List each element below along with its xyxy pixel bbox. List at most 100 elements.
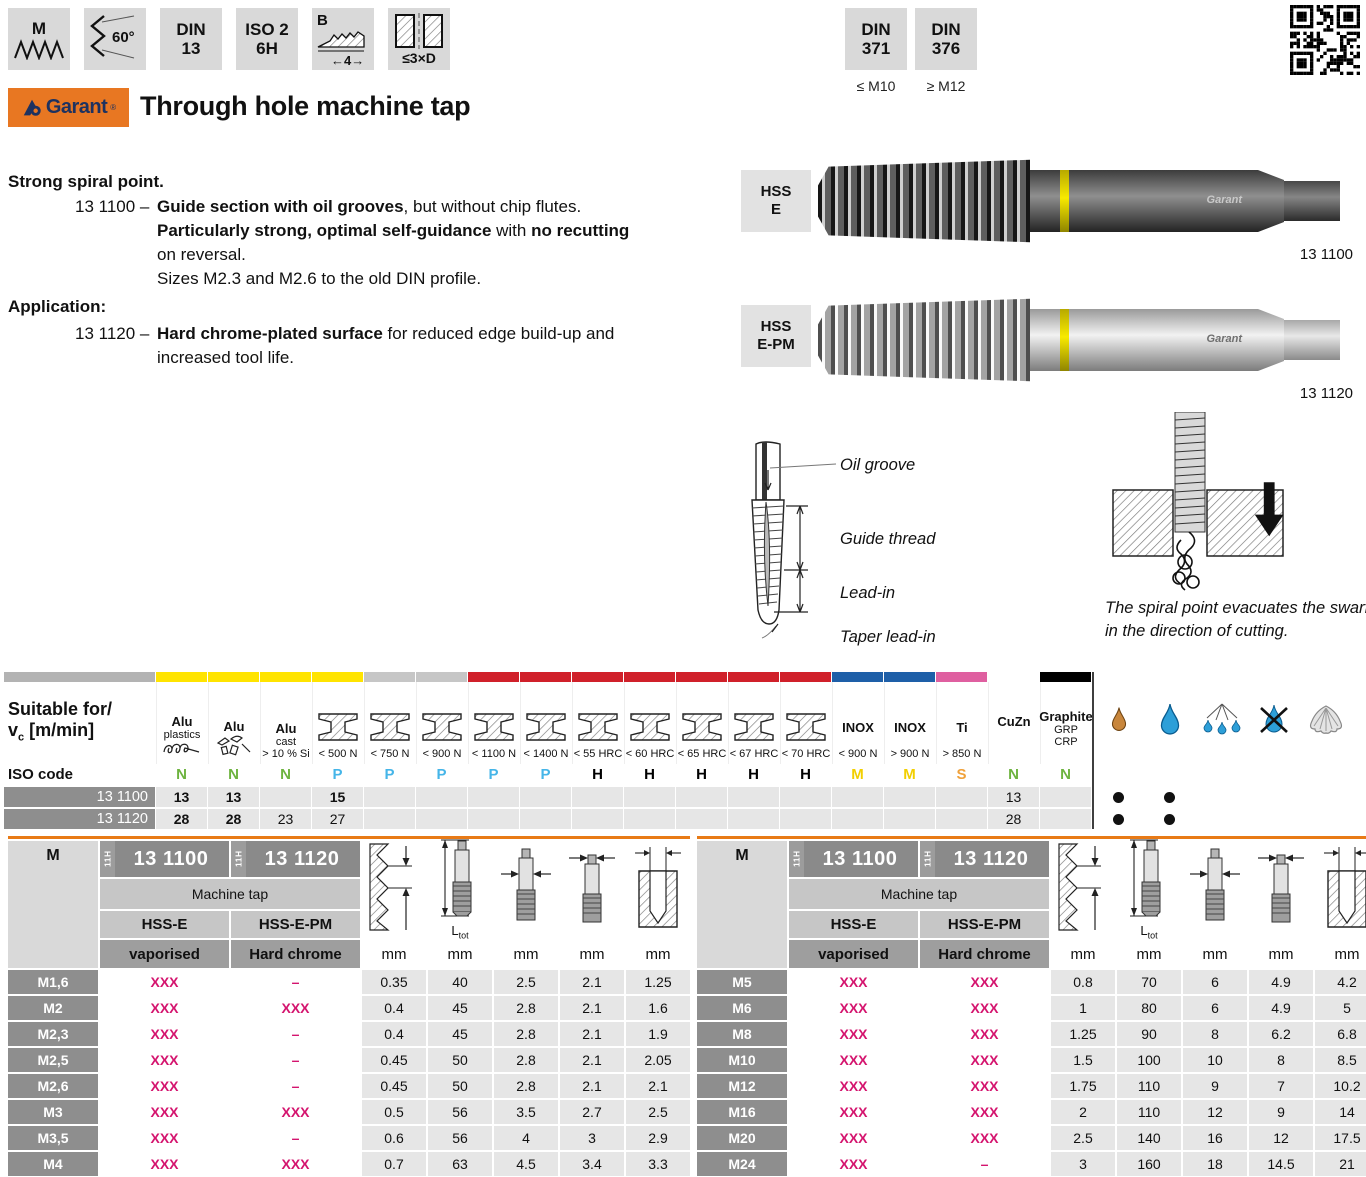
application-line-2: increased tool life.	[157, 348, 295, 367]
coolant-13-1100	[1196, 787, 1247, 807]
dimension-value: 2.8	[494, 1048, 558, 1072]
label-oil-groove: Oil groove	[840, 456, 915, 474]
steel-ibeam-icon	[628, 711, 672, 748]
dimension-value: 3	[560, 1126, 624, 1150]
material-column-cuzn-16: CuZn N 13 28	[988, 672, 1039, 829]
availability-13-1120: XXX	[920, 1074, 1049, 1098]
size-label-M16: M16	[697, 1100, 787, 1124]
dimension-value: 110	[1117, 1074, 1181, 1098]
vc-value-13-1100: 13	[208, 787, 259, 807]
coolant-header	[1248, 682, 1299, 764]
dimension-value: 56	[428, 1100, 492, 1124]
coolant-13-1120	[1094, 809, 1143, 829]
chamfer-length-label: ←4→	[331, 53, 364, 67]
iso-code-value: N	[260, 764, 311, 785]
material-group-strip	[156, 672, 207, 682]
vc-value-13-1120	[624, 809, 675, 829]
shank-brand-mark: Garant	[1206, 193, 1242, 206]
material-header: < 67 HRC	[728, 682, 779, 764]
material-strength-label: > 900 N	[890, 748, 930, 760]
size-label-M2,6: M2,6	[8, 1074, 98, 1098]
material-group-strip	[832, 672, 883, 682]
no-coolant-icon	[1259, 703, 1289, 740]
availability-13-1120: –	[231, 970, 360, 994]
dimension-value: 6.8	[1315, 1022, 1366, 1046]
unit-mm: mm	[1117, 940, 1181, 968]
iso-code-value: P	[416, 764, 467, 785]
availability-13-1120: –	[231, 1022, 360, 1046]
shank-icon	[1188, 847, 1242, 932]
grade-hss-e: HSS-E	[789, 911, 918, 938]
availability-13-1100: XXX	[100, 1048, 229, 1072]
steel-ibeam-icon	[318, 713, 358, 741]
material-label: Graphite	[1039, 709, 1093, 724]
surface-vaporised: vaporised	[100, 940, 229, 968]
material-column-steel-5: < 900 N P	[416, 672, 467, 829]
vc-value-13-1120: 23	[260, 809, 311, 829]
coolant-iso-spacer	[1094, 764, 1143, 785]
chips-icon	[216, 735, 251, 756]
dimension-value: 2.5	[1051, 1126, 1115, 1150]
vc-value-13-1100	[520, 787, 571, 807]
product-photo-13-1120: Garant	[818, 297, 1353, 383]
steel-ibeam-icon	[474, 713, 514, 741]
material-header: < 70 HRC	[780, 682, 831, 764]
coolant-13-1120	[1300, 809, 1351, 829]
dimension-value: 7	[1249, 1074, 1313, 1098]
material-header: < 65 HRC	[676, 682, 727, 764]
material-column-steel-3: < 500 N P 15 27	[312, 672, 363, 829]
vc-value-13-1100	[884, 787, 935, 807]
availability-13-1100: XXX	[789, 970, 918, 994]
material-label: < 60 HRC	[625, 748, 675, 760]
coolant-header	[1196, 682, 1247, 764]
tap-square-end	[1284, 181, 1340, 221]
material-group-strip	[416, 672, 467, 682]
row-code-13-1120: 13 1120	[4, 809, 155, 829]
material-strength-label: CRP	[1054, 736, 1078, 748]
total-length-icon	[1130, 839, 1161, 917]
unit-mm: mm	[362, 940, 426, 968]
vc-value-13-1100	[676, 787, 727, 807]
dimension-value: 9	[1249, 1100, 1313, 1124]
material-label: < 55 HRC	[573, 748, 623, 760]
catalog-tab: 11H	[231, 841, 246, 877]
dimension-value: 6	[1183, 970, 1247, 994]
unit-mm: mm	[626, 940, 690, 968]
tap-shank: Garant	[1030, 170, 1258, 232]
application-heading: Application:	[8, 297, 107, 316]
vc-value-13-1120	[936, 809, 987, 829]
iso-code-value: N	[208, 764, 259, 785]
shank-brand-mark: Garant	[1206, 332, 1242, 345]
material-header: Alu plastics	[156, 682, 207, 764]
label-guide-thread: Guide thread	[840, 530, 936, 548]
yellow-ring	[1060, 309, 1069, 371]
article-header-13-1100: 11H 13 1100	[100, 841, 229, 877]
ltot-label: Ltot	[1140, 922, 1158, 941]
dimension-icon-core	[1315, 841, 1366, 938]
material-group-strip	[624, 672, 675, 682]
material-column-inox-13: INOX < 900 N M	[832, 672, 883, 829]
vc-value-13-1120	[416, 809, 467, 829]
grade-label-hss-e-pm: HSS E-PM	[741, 305, 811, 367]
square-width-icon	[1258, 854, 1304, 922]
dimension-value: 3	[1051, 1152, 1115, 1176]
coolant-column-oil-drop	[1092, 672, 1143, 829]
steel-ibeam-icon	[368, 711, 412, 748]
size-label-M6: M6	[697, 996, 787, 1020]
availability-13-1100: XXX	[789, 1048, 918, 1072]
material-group-strip	[936, 672, 987, 682]
material-column-steel-9: < 60 HRC H	[624, 672, 675, 829]
group-header: Machine tap	[789, 879, 1049, 909]
chamfer-b-icon: B ←4→	[317, 12, 365, 67]
yellow-ring	[1060, 170, 1069, 232]
coolant-strip	[1094, 672, 1143, 682]
m-column-header: M	[8, 841, 98, 968]
coolant-strip	[1248, 672, 1299, 682]
suitable-dot	[1113, 813, 1124, 825]
material-label: < 67 HRC	[729, 748, 779, 760]
availability-13-1100: XXX	[789, 1126, 918, 1150]
material-group-strip	[312, 672, 363, 682]
coolant-13-1100	[1144, 787, 1195, 807]
material-column-steel-8: < 55 HRC H	[572, 672, 623, 829]
dimension-value: 2.1	[560, 1022, 624, 1046]
